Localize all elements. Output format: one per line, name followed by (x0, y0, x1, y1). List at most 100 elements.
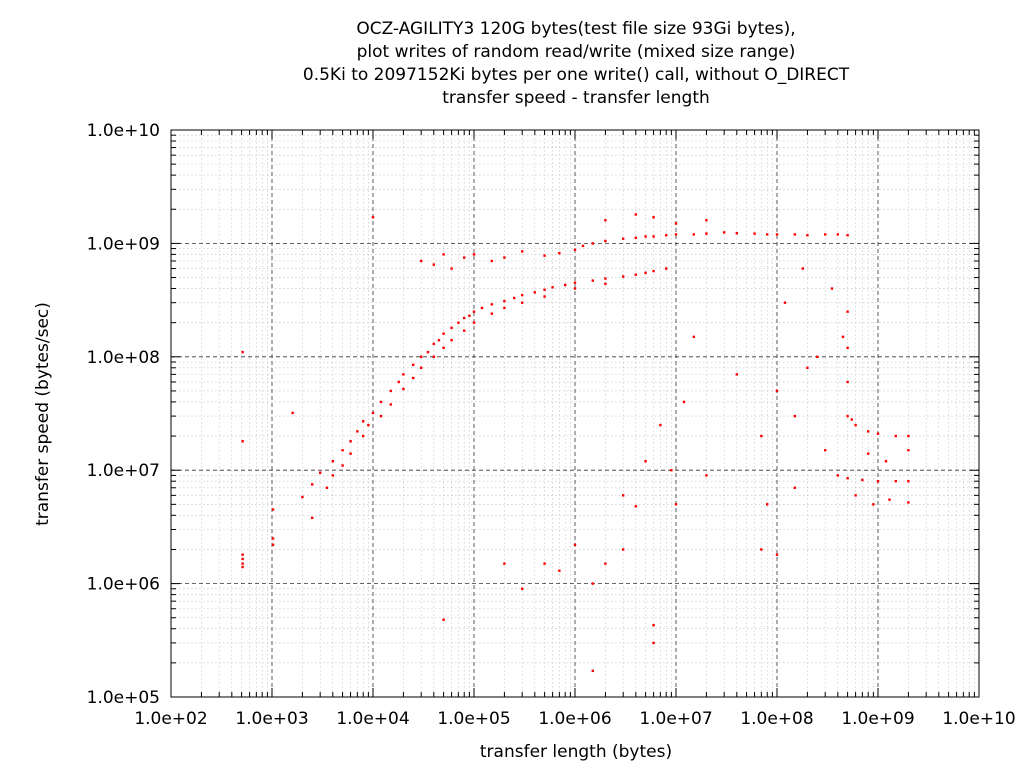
data-point (362, 420, 365, 423)
data-point (463, 329, 466, 332)
data-point (604, 239, 607, 243)
data-point (442, 253, 445, 256)
data-point (463, 256, 466, 259)
y-tick-label: 1.0e+08 (87, 348, 160, 368)
data-point (490, 259, 493, 263)
data-point (634, 505, 638, 508)
data-point (604, 562, 607, 565)
x-axis-label: transfer length (bytes) (480, 742, 672, 762)
data-point (419, 355, 423, 358)
data-point (760, 434, 763, 438)
data-point (437, 339, 441, 342)
grid-lines (170, 129, 980, 698)
data-point (907, 449, 910, 452)
data-point (331, 460, 335, 463)
data-point (419, 259, 423, 263)
data-point (389, 403, 392, 406)
data-point (854, 423, 857, 427)
x-tick-label: 1.0e+08 (740, 709, 813, 729)
data-point (652, 216, 655, 219)
data-point (659, 423, 662, 427)
data-point (674, 503, 678, 506)
data-point (271, 537, 275, 540)
title-line-3: 0.5Ki to 2097152Ki bytes per one write()… (303, 65, 850, 85)
data-point (371, 216, 375, 219)
data-point (573, 248, 577, 251)
data-point (674, 222, 678, 225)
data-point (894, 434, 897, 438)
data-point (411, 376, 415, 380)
data-point (634, 273, 638, 276)
y-tick-label: 1.0e+05 (87, 688, 160, 708)
data-point (520, 587, 524, 590)
data-point (830, 287, 834, 290)
data-point (815, 355, 819, 358)
data-point (850, 418, 853, 421)
data-point (362, 434, 365, 438)
data-point (634, 236, 638, 240)
data-point (325, 486, 329, 489)
title-line-4: transfer speed - transfer length (442, 88, 710, 108)
y-tick-label: 1.0e+10 (87, 121, 160, 141)
data-point (291, 411, 294, 415)
data-point (402, 373, 405, 376)
x-tick-label: 1.0e+05 (437, 709, 510, 729)
data-points (241, 213, 910, 673)
data-point (367, 423, 370, 427)
data-point (907, 479, 910, 483)
data-point (472, 321, 476, 324)
data-point (301, 495, 304, 499)
data-point (442, 332, 445, 335)
data-point (472, 310, 476, 313)
data-point (846, 477, 849, 480)
data-point (318, 471, 322, 474)
data-point (836, 233, 840, 236)
tick-labels: 1.0e+02 1.0e+03 1.0e+04 1.0e+05 1.0e+06 1.0e+… (87, 121, 1016, 729)
x-tick-label: 1.0e+04 (336, 709, 409, 729)
data-point (551, 286, 554, 289)
data-point (520, 301, 524, 304)
data-point (674, 233, 678, 236)
data-point (735, 232, 739, 235)
data-point (841, 335, 845, 339)
data-point (371, 411, 375, 415)
x-tick-label: 1.0e+06 (538, 709, 611, 729)
data-point (760, 548, 763, 551)
data-point (692, 335, 695, 339)
data-point (793, 486, 796, 489)
data-point (775, 389, 779, 393)
data-point (503, 562, 506, 565)
data-point (480, 306, 484, 310)
y-tick-label: 1.0e+06 (87, 575, 160, 595)
data-point (735, 373, 739, 376)
data-point (564, 283, 567, 287)
data-point (705, 219, 708, 222)
data-point (621, 548, 625, 551)
data-point (271, 508, 275, 511)
data-point (349, 452, 352, 455)
chart-title: OCZ-AGILITY3 120G bytes(test file size 9… (303, 19, 850, 108)
data-point (271, 543, 275, 546)
data-point (341, 449, 344, 452)
data-point (543, 295, 546, 298)
x-tick-label: 1.0e+02 (134, 709, 207, 729)
title-line-2: plot writes of random read/write (mixed … (357, 42, 796, 62)
data-point (402, 387, 405, 391)
data-point (861, 478, 864, 482)
data-point (457, 321, 460, 324)
data-point (621, 275, 625, 278)
x-tick-label: 1.0e+09 (841, 709, 914, 729)
data-point (766, 503, 769, 506)
data-point (512, 296, 516, 300)
data-point (472, 253, 476, 256)
data-point (705, 232, 708, 235)
data-point (692, 233, 695, 236)
data-point (854, 494, 857, 497)
data-point (241, 562, 244, 565)
x-tick-label: 1.0e+07 (639, 709, 712, 729)
data-point (432, 263, 436, 266)
data-point (379, 400, 383, 404)
data-point (581, 244, 585, 248)
